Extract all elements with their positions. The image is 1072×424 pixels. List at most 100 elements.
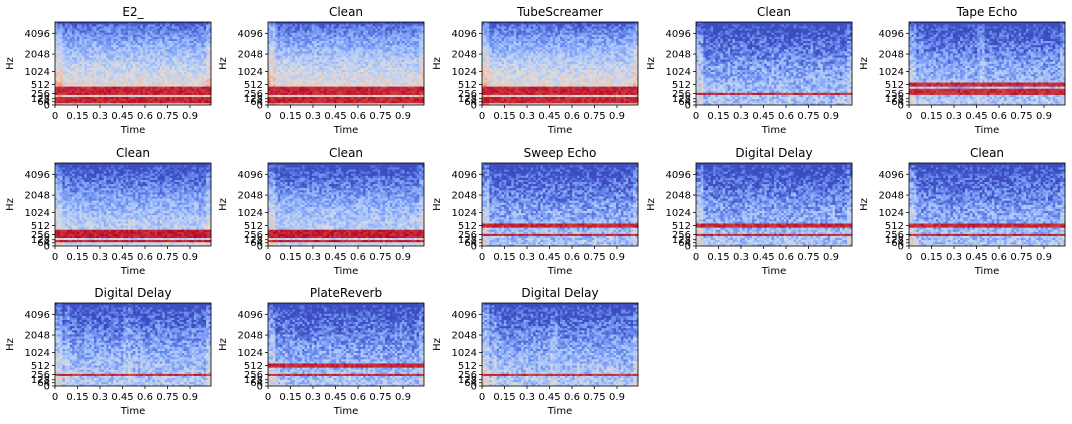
y-tick-label: 512: [458, 221, 477, 232]
x-tick-label: 0.3: [733, 111, 749, 122]
spectrogram-heatmap: [55, 163, 211, 246]
spectrogram-heatmap: [268, 22, 424, 105]
x-tick-label: 0: [906, 252, 912, 263]
x-tick-label: 0.9: [395, 111, 411, 122]
y-tick-label: 2048: [25, 50, 50, 61]
y-tick-label: 2048: [879, 50, 904, 61]
y-tick-label: 4096: [666, 170, 691, 181]
x-tick-label: 0.3: [519, 252, 535, 263]
x-tick-label: 0.75: [156, 392, 178, 403]
y-tick-label: 4096: [25, 29, 50, 40]
x-tick-label: 0.9: [1036, 111, 1052, 122]
y-tick-label: 1024: [452, 348, 477, 359]
x-tick-label: 0: [52, 111, 58, 122]
y-tick-label: 4096: [25, 170, 50, 181]
y-tick-label: 1024: [666, 208, 691, 219]
x-tick-label: 0.6: [564, 111, 580, 122]
y-tick-label: 2048: [25, 331, 50, 342]
x-tick-label: 0.9: [823, 111, 839, 122]
y-tick-label: 4096: [879, 29, 904, 40]
spectrogram-heatmap: [482, 303, 638, 386]
x-tick-label: 0.6: [137, 252, 153, 263]
x-tick-label: 0.3: [305, 111, 321, 122]
y-tick-label: 2048: [879, 191, 904, 202]
spectrogram-heatmap: [55, 22, 211, 105]
y-axis-label: Hz: [5, 57, 16, 70]
x-tick-label: 0.6: [137, 111, 153, 122]
y-axis-label: Hz: [432, 57, 443, 70]
x-tick-label: 0.6: [350, 252, 366, 263]
chart-title: Digital Delay: [94, 286, 171, 300]
x-tick-label: 0.15: [279, 111, 301, 122]
x-axis-label: Time: [547, 125, 572, 136]
x-tick-label: 0.45: [538, 392, 560, 403]
y-tick-label: 4096: [452, 29, 477, 40]
x-tick-label: 0.3: [946, 252, 962, 263]
x-tick-label: 0.9: [609, 252, 625, 263]
x-tick-label: 0.15: [707, 252, 729, 263]
x-tick-label: 0.45: [111, 111, 133, 122]
y-axis-label: Hz: [859, 57, 870, 70]
y-tick-label: 512: [244, 80, 263, 91]
spectrogram-heatmap: [268, 163, 424, 246]
chart-title: Sweep Echo: [524, 146, 597, 160]
y-axis-label: Hz: [432, 198, 443, 211]
y-tick-label: 2048: [452, 50, 477, 61]
y-tick-label: 4096: [452, 310, 477, 321]
spectrogram-heatmap: [268, 303, 424, 386]
spectrogram-heatmap: [482, 163, 638, 246]
x-tick-label: 0: [265, 252, 271, 263]
x-tick-label: 0.15: [920, 252, 942, 263]
y-tick-label: 4096: [238, 170, 263, 181]
x-tick-label: 0.15: [66, 392, 88, 403]
x-tick-label: 0.45: [538, 252, 560, 263]
x-axis-label: Time: [974, 266, 999, 277]
y-tick-label: 512: [244, 361, 263, 372]
x-tick-label: 0.9: [1036, 252, 1052, 263]
y-tick-label: 512: [31, 361, 50, 372]
x-tick-label: 0.9: [609, 111, 625, 122]
x-axis-label: Time: [120, 125, 145, 136]
chart-title: Digital Delay: [735, 146, 812, 160]
y-tick-label: 2048: [238, 191, 263, 202]
y-tick-label: 512: [458, 361, 477, 372]
x-tick-label: 0.75: [1010, 252, 1032, 263]
x-tick-label: 0.75: [369, 392, 391, 403]
x-tick-label: 0.6: [564, 392, 580, 403]
x-tick-label: 0.45: [324, 252, 346, 263]
y-tick-label: 2048: [238, 50, 263, 61]
y-tick-label: 1024: [452, 67, 477, 78]
y-tick-label: 1024: [879, 208, 904, 219]
x-tick-label: 0.75: [797, 252, 819, 263]
x-tick-label: 0.45: [111, 252, 133, 263]
y-tick-label: 1024: [25, 67, 50, 78]
x-axis-label: Time: [120, 266, 145, 277]
y-tick-label: 4096: [452, 170, 477, 181]
x-tick-label: 0.75: [369, 111, 391, 122]
x-tick-label: 0.6: [564, 252, 580, 263]
y-tick-label: 1024: [666, 67, 691, 78]
x-tick-label: 0: [906, 111, 912, 122]
y-tick-label: 2048: [238, 331, 263, 342]
x-tick-label: 0.15: [66, 252, 88, 263]
y-tick-label: 1024: [238, 208, 263, 219]
y-tick-label: 4096: [238, 29, 263, 40]
chart-title: PlateReverb: [310, 286, 382, 300]
y-tick-label: 4096: [666, 29, 691, 40]
x-axis-label: Time: [547, 266, 572, 277]
y-tick-label: 2048: [452, 191, 477, 202]
x-tick-label: 0.3: [519, 392, 535, 403]
x-tick-label: 0.6: [350, 111, 366, 122]
x-axis-label: Time: [333, 406, 358, 417]
x-tick-label: 0.3: [519, 111, 535, 122]
x-tick-label: 0.45: [965, 111, 987, 122]
y-axis-label: Hz: [218, 338, 229, 351]
y-tick-label: 1024: [25, 208, 50, 219]
x-tick-label: 0.9: [395, 252, 411, 263]
chart-title: Clean: [116, 146, 150, 160]
